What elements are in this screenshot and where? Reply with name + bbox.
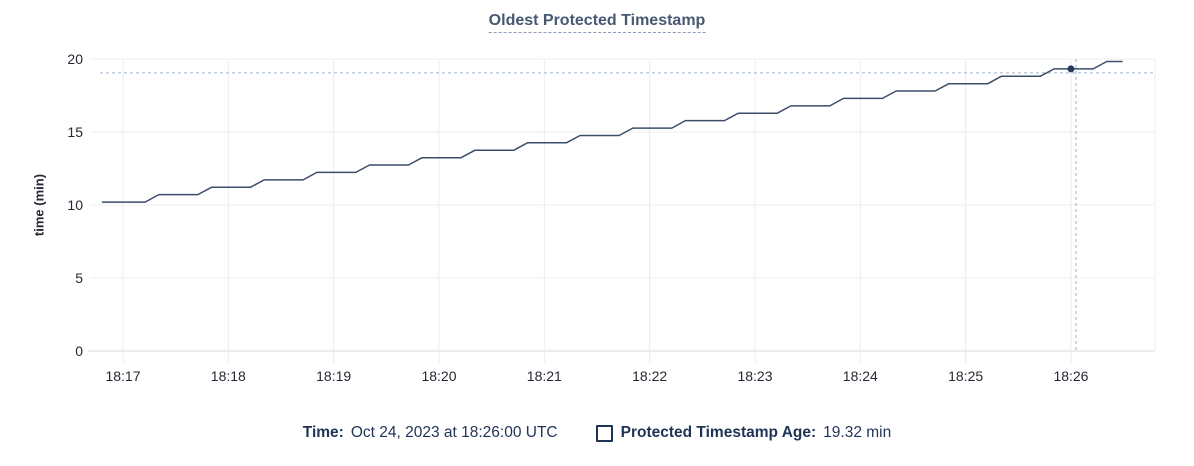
x-tick-label: 18:17 [105, 368, 140, 384]
y-tick-label: 5 [75, 270, 83, 286]
x-tick-label: 18:21 [527, 368, 562, 384]
y-tick-label: 0 [75, 343, 83, 359]
x-tick-label: 18:20 [421, 368, 456, 384]
time-value: Oct 24, 2023 at 18:26:00 UTC [350, 424, 558, 441]
y-tick-label: 20 [67, 51, 83, 67]
x-tick-label: 18:19 [316, 368, 351, 384]
x-tick-label: 18:23 [737, 368, 772, 384]
y-tick-label: 10 [67, 197, 83, 213]
x-tick-label: 18:26 [1053, 368, 1088, 384]
series-value: 19.32 min [823, 424, 892, 441]
legend-checkbox[interactable] [595, 424, 613, 442]
series-line [101, 60, 1123, 203]
x-tick-label: 18:22 [632, 368, 667, 384]
legend-item-protected-timestamp-age[interactable]: Protected Timestamp Age: 19.32 min [595, 424, 892, 442]
y-tick-label: 15 [67, 124, 83, 140]
x-tick-label: 18:18 [211, 368, 246, 384]
x-tick-label: 18:25 [948, 368, 983, 384]
hover-point-dot [1067, 65, 1075, 73]
hover-legend: Time: Oct 24, 2023 at 18:26:00 UTC Prote… [0, 424, 1194, 442]
time-label: Time: [302, 424, 344, 441]
x-tick-label: 18:24 [843, 368, 878, 384]
chart-title[interactable]: Oldest Protected Timestamp [488, 12, 706, 33]
series-label: Protected Timestamp Age: [620, 424, 817, 441]
